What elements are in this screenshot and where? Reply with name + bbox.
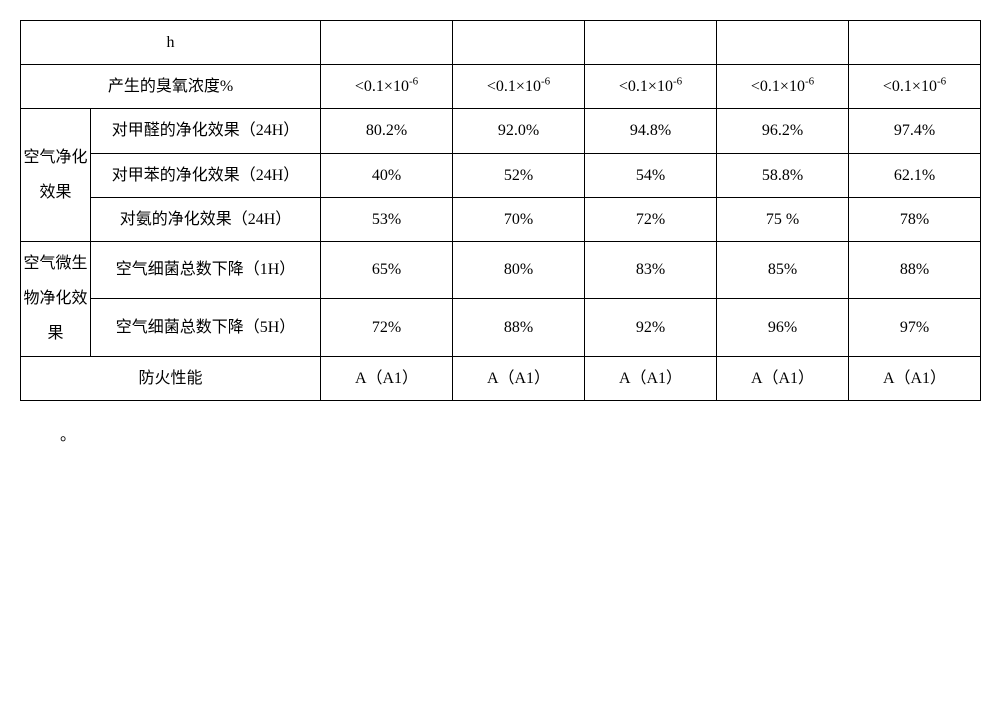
cell: A（A1） xyxy=(453,356,585,400)
cell: <0.1×10-6 xyxy=(321,65,453,109)
cell: 75 % xyxy=(717,197,849,241)
cell xyxy=(453,21,585,65)
table-row: 空气微生物净化效果 空气细菌总数下降（1H） 65% 80% 83% 85% 8… xyxy=(21,241,981,298)
cell: A（A1） xyxy=(585,356,717,400)
data-table: h 产生的臭氧浓度% <0.1×10-6 <0.1×10-6 <0.1×10-6… xyxy=(20,20,981,401)
row-label: h xyxy=(21,21,321,65)
table-row: h xyxy=(21,21,981,65)
table-row: 对氨的净化效果（24H） 53% 70% 72% 75 % 78% xyxy=(21,197,981,241)
row-label: 防火性能 xyxy=(21,356,321,400)
cell: 92.0% xyxy=(453,109,585,153)
cell: 92% xyxy=(585,299,717,356)
cell: 58.8% xyxy=(717,153,849,197)
cell xyxy=(585,21,717,65)
cell: 85% xyxy=(717,241,849,298)
cell: A（A1） xyxy=(717,356,849,400)
category-cell: 空气微生物净化效果 xyxy=(21,241,91,356)
cell xyxy=(717,21,849,65)
cell: A（A1） xyxy=(321,356,453,400)
table-row: 空气净化效果 对甲醛的净化效果（24H） 80.2% 92.0% 94.8% 9… xyxy=(21,109,981,153)
cell: 97% xyxy=(849,299,981,356)
cell: 40% xyxy=(321,153,453,197)
cell: A（A1） xyxy=(849,356,981,400)
cell: <0.1×10-6 xyxy=(717,65,849,109)
cell: 96.2% xyxy=(717,109,849,153)
cell: 70% xyxy=(453,197,585,241)
cell xyxy=(321,21,453,65)
cell: <0.1×10-6 xyxy=(849,65,981,109)
cell: 88% xyxy=(849,241,981,298)
sub-label: 空气细菌总数下降（5H） xyxy=(91,299,321,356)
cell: 83% xyxy=(585,241,717,298)
table-row: 空气细菌总数下降（5H） 72% 88% 92% 96% 97% xyxy=(21,299,981,356)
cell: 52% xyxy=(453,153,585,197)
table-row: 产生的臭氧浓度% <0.1×10-6 <0.1×10-6 <0.1×10-6 <… xyxy=(21,65,981,109)
table-row: 对甲苯的净化效果（24H） 40% 52% 54% 58.8% 62.1% xyxy=(21,153,981,197)
table-row: 防火性能 A（A1） A（A1） A（A1） A（A1） A（A1） xyxy=(21,356,981,400)
cell: 62.1% xyxy=(849,153,981,197)
cell: 97.4% xyxy=(849,109,981,153)
cell: 88% xyxy=(453,299,585,356)
cell: 78% xyxy=(849,197,981,241)
category-cell: 空气净化效果 xyxy=(21,109,91,242)
cell: 96% xyxy=(717,299,849,356)
cell: 65% xyxy=(321,241,453,298)
cell: 53% xyxy=(321,197,453,241)
cell: 94.8% xyxy=(585,109,717,153)
sub-label: 对甲苯的净化效果（24H） xyxy=(91,153,321,197)
cell: 72% xyxy=(321,299,453,356)
cell: 72% xyxy=(585,197,717,241)
cell: 54% xyxy=(585,153,717,197)
cell xyxy=(849,21,981,65)
footer-text: 。 xyxy=(60,421,980,445)
row-label: 产生的臭氧浓度% xyxy=(21,65,321,109)
sub-label: 对甲醛的净化效果（24H） xyxy=(91,109,321,153)
sub-label: 空气细菌总数下降（1H） xyxy=(91,241,321,298)
cell: 80% xyxy=(453,241,585,298)
cell: 80.2% xyxy=(321,109,453,153)
cell: <0.1×10-6 xyxy=(585,65,717,109)
sub-label: 对氨的净化效果（24H） xyxy=(91,197,321,241)
cell: <0.1×10-6 xyxy=(453,65,585,109)
